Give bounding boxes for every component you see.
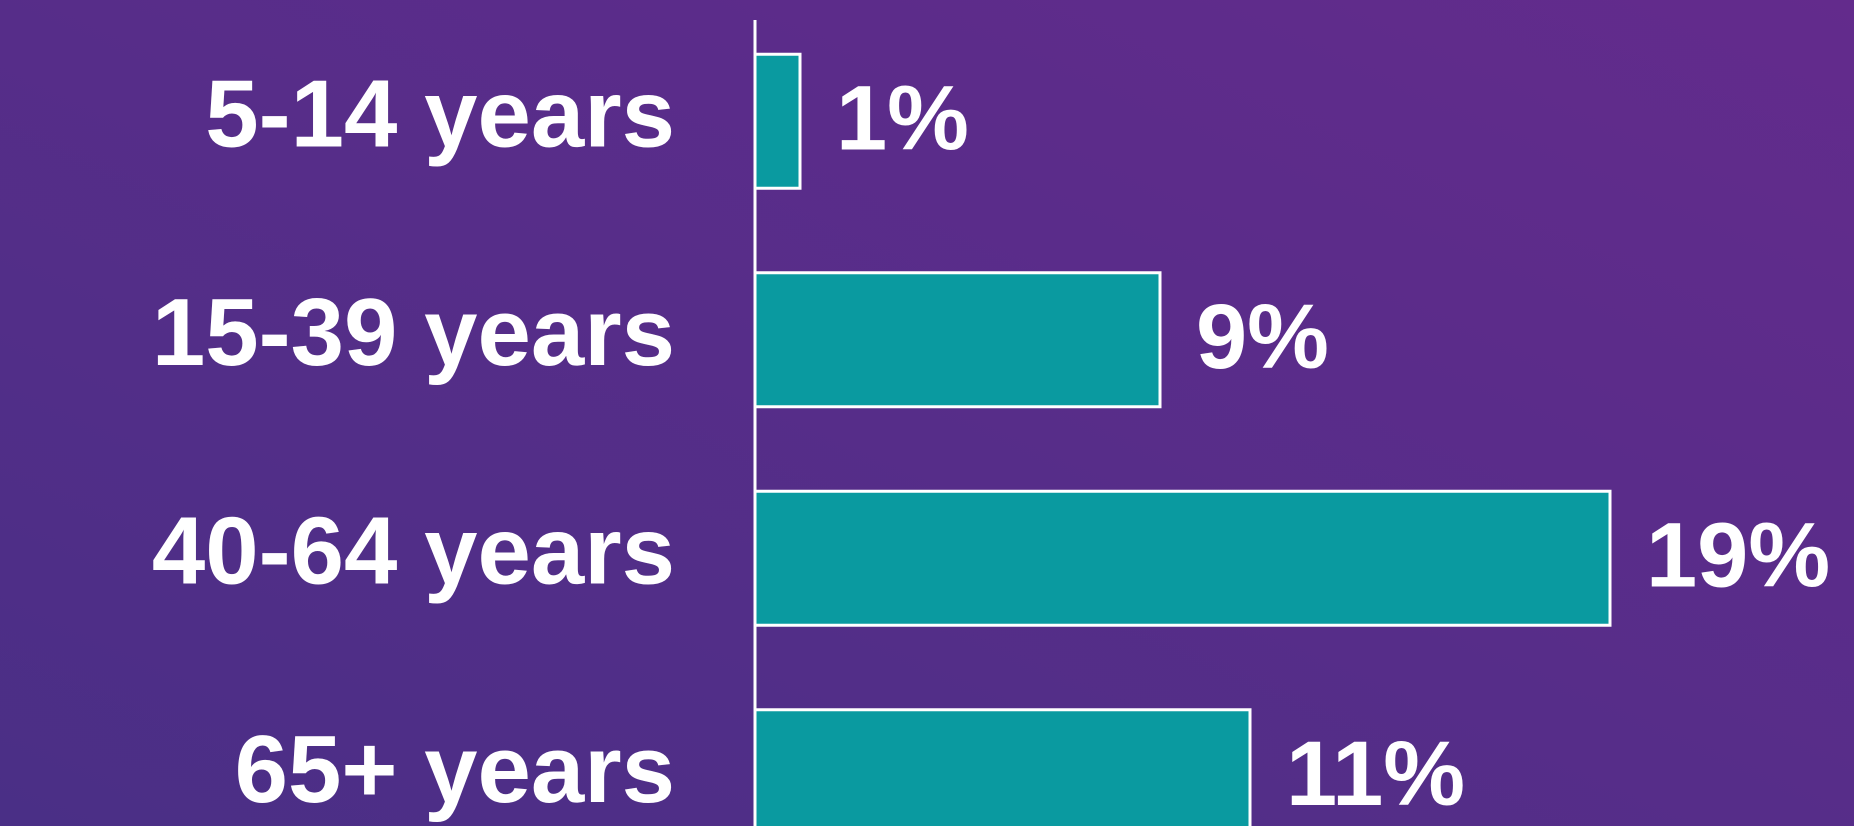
value-label: 11% xyxy=(1286,723,1465,825)
category-label: 40-64 years xyxy=(152,498,675,605)
category-label: 65+ years xyxy=(235,716,675,823)
category-label: 5-14 years xyxy=(205,61,675,168)
bar xyxy=(753,271,1162,409)
value-label: 19% xyxy=(1646,505,1830,607)
bar xyxy=(753,708,1252,826)
bar xyxy=(753,489,1612,627)
category-label: 15-39 years xyxy=(152,279,675,386)
bar xyxy=(753,52,802,190)
value-label: 1% xyxy=(836,68,969,170)
value-label: 9% xyxy=(1196,286,1329,388)
